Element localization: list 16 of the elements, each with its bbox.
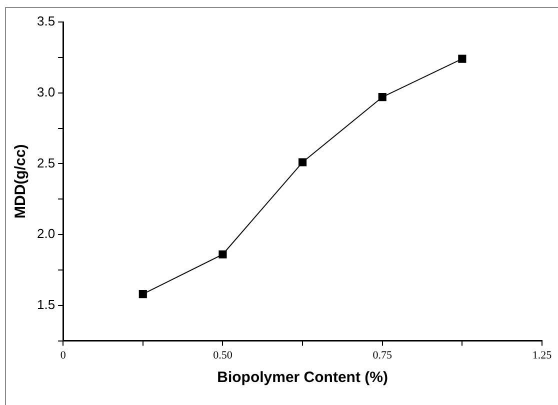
point <box>298 158 307 166</box>
point <box>218 250 227 258</box>
point <box>458 54 466 63</box>
y-axis-title: MDD(g/cc) <box>12 144 30 218</box>
y-tick-label: 2.0 <box>36 226 56 242</box>
y-tick-label: 3.0 <box>36 84 56 100</box>
y-tick-label: 2.5 <box>36 155 56 170</box>
x-tick-label: 0.50 <box>213 349 233 362</box>
point <box>138 290 147 298</box>
x-axis-title: Biopolymer Content (%) <box>217 369 388 386</box>
y-tick-label: 1.5 <box>36 296 56 312</box>
x-tick-label: 0 <box>60 349 66 362</box>
x-tick-label: 0.75 <box>372 349 392 362</box>
x-tick-label: 1.25 <box>532 349 552 362</box>
point <box>378 93 386 102</box>
y-tick-label: 3.5 <box>36 14 56 29</box>
